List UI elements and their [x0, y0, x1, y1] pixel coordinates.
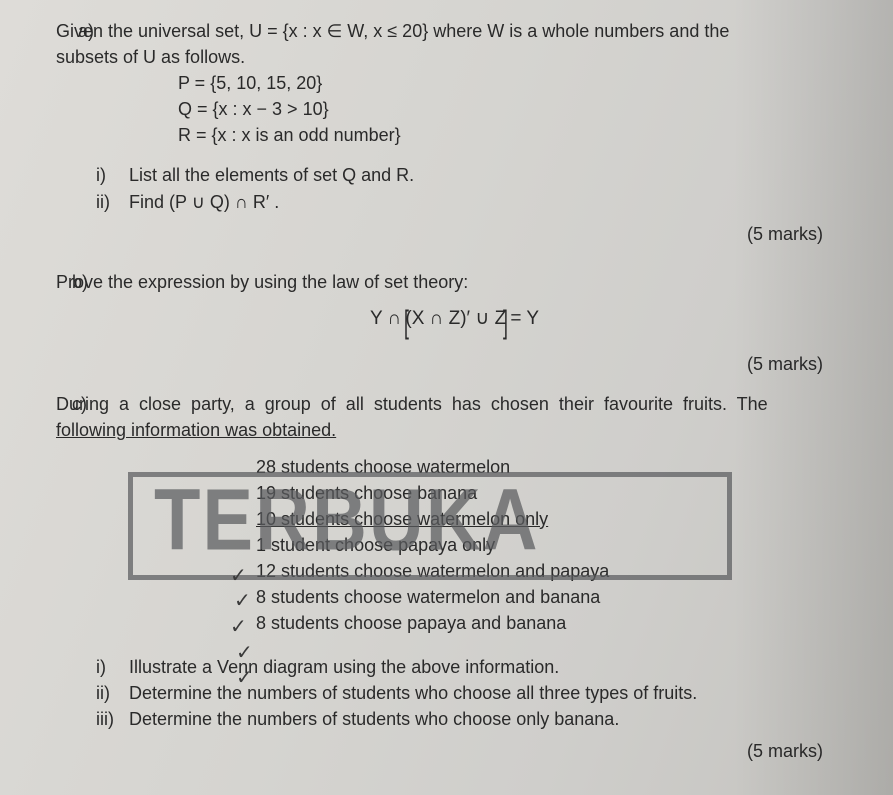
- c-item-6: 8 students choose papaya and banana: [256, 610, 853, 636]
- c-line1: During a close party, a group of all stu…: [56, 391, 853, 417]
- c-item-5: 8 students choose watermelon and banana: [256, 584, 853, 610]
- exam-page: a) Given the universal set, U = {x : x ∈…: [0, 0, 893, 795]
- c-marks: (5 marks): [56, 738, 823, 764]
- a-part-i: i) List all the elements of set Q and R.: [96, 162, 853, 188]
- section-b: b) Prove the expression by using the law…: [56, 269, 853, 378]
- set-P: P = {5, 10, 15, 20}: [178, 70, 853, 96]
- c-item-1: 19 students choose banana: [256, 480, 853, 506]
- section-c: c) During a close party, a group of all …: [56, 391, 853, 764]
- set-Q: Q = {x : x − 3 > 10}: [178, 96, 853, 122]
- label-c: c): [72, 391, 87, 417]
- c-item-2: 10 students choose watermelon only: [256, 506, 853, 532]
- c-part-ii: ii) Determine the numbers of students wh…: [96, 680, 853, 706]
- label-a: a): [78, 18, 94, 44]
- c-item-0: 28 students choose watermelon: [256, 454, 853, 480]
- section-a: a) Given the universal set, U = {x : x ∈…: [56, 18, 853, 247]
- b-marks: (5 marks): [56, 351, 823, 377]
- c-line2: following information was obtained.: [56, 417, 853, 443]
- a-line1: Given the universal set, U = {x : x ∈ W,…: [56, 18, 853, 44]
- a-marks: (5 marks): [56, 221, 823, 247]
- b-text: Prove the expression by using the law of…: [56, 269, 853, 295]
- a-line2: subsets of U as follows.: [56, 44, 853, 70]
- set-R: R = {x : x is an odd number}: [178, 122, 853, 148]
- c-item-4: 12 students choose watermelon and papaya: [256, 558, 853, 584]
- c-item-3: 1 student choose papaya only: [256, 532, 853, 558]
- c-part-iii: iii) Determine the numbers of students w…: [96, 706, 853, 732]
- c-part-i: i) Illustrate a Venn diagram using the a…: [96, 654, 853, 680]
- a-part-ii: ii) Find (P ∪ Q) ∩ R′ .: [96, 189, 853, 215]
- b-formula: Y ∩ [(X ∩ Z)′ ∪ Z] = Y: [56, 299, 853, 345]
- label-b: b): [72, 269, 88, 295]
